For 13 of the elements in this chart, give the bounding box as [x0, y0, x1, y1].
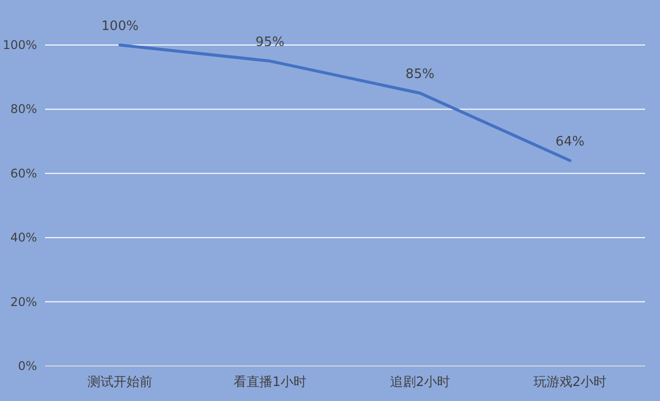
y-tick-label: 40% [10, 230, 37, 245]
y-tick-label: 80% [10, 102, 37, 116]
text: 100% [101, 19, 139, 34]
x-tick-label: 测试开始前 [88, 375, 152, 390]
y-tick-label: 60% [10, 166, 37, 180]
text: 64% [556, 134, 584, 150]
x-tick-label: 玩游戏2小时 [533, 375, 607, 390]
text: 85% [406, 67, 434, 82]
y-tick-label: 0% [18, 359, 37, 373]
x-tick-label: 追剧2小时 [390, 375, 450, 390]
x-tick-label: 看直播1小时 [233, 375, 307, 390]
y-tick-label: 100% [2, 38, 37, 52]
y-tick-label: 20% [10, 294, 37, 309]
